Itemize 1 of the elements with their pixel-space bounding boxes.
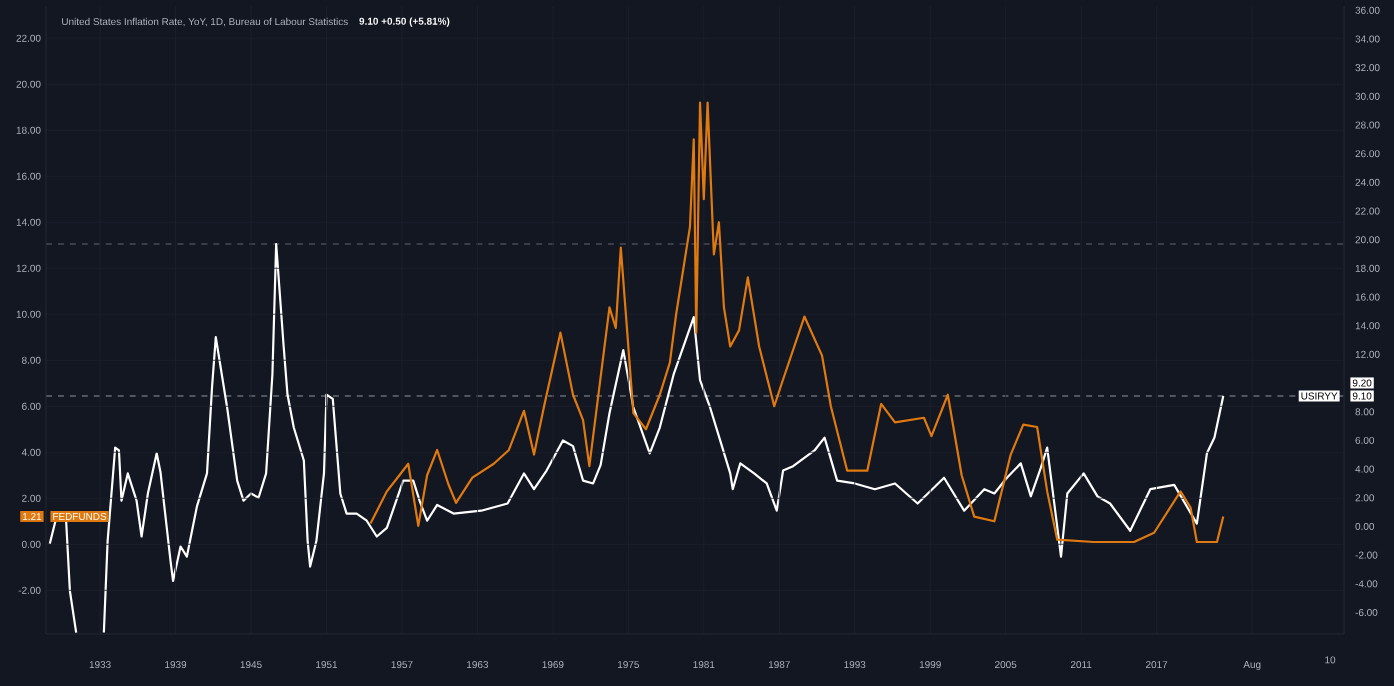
line-series [369, 101, 1225, 544]
